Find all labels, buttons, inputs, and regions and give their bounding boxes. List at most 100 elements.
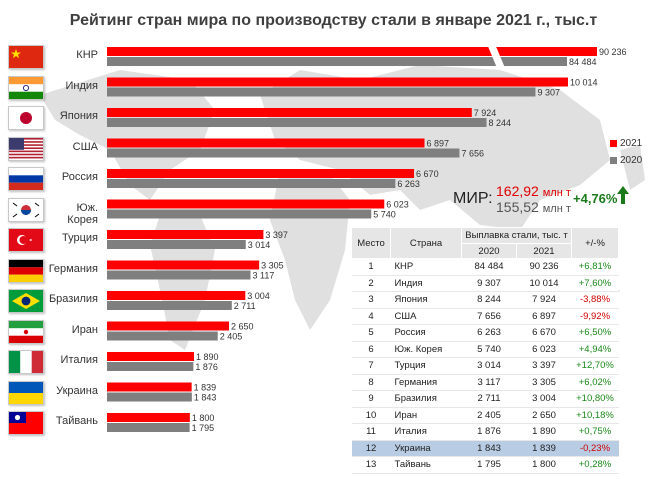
cell-country: США [390,308,462,325]
data-label-2020-1: 9 307 [537,88,560,98]
cell-y2021: 3 397 [516,357,572,375]
legend-label: 2020 [620,155,643,166]
table-row: 11 Италия 1 876 1 890 +0,75% [351,423,619,441]
bar-2020-0 [107,57,567,66]
data-label-2020-3: 7 656 [461,149,484,159]
category-label: Германия [48,262,98,275]
table-row: 12 Украина 1 843 1 839 -0,23% [351,440,619,457]
category-label: Бразилия [48,293,98,305]
cell-y2021: 2 650 [516,407,572,424]
bar-2020-8 [107,301,232,310]
table-row: 3 Япония 8 244 7 924 -3,88% [351,291,619,309]
data-label-2020-7: 3 117 [252,271,274,281]
table-body: 1 КНР 84 484 90 236 +6,81% 2 Индия 9 307 10 014 +… [351,258,619,474]
table-row: 9 Бразилия 2 711 3 004 +10,80% [351,390,619,408]
table-row: 1 КНР 84 484 90 236 +6,81% [351,258,619,276]
cell-pct: +6,02% [571,374,619,391]
cell-country: Индия [390,275,462,292]
cell-country: Иран [390,407,462,424]
bar-2021-5 [107,199,385,209]
table-row: 2 Индия 9 307 10 014 +7,60% [351,275,619,292]
cell-pct: +10,18% [571,407,619,424]
header-pct: +/-% [571,227,619,259]
cell-place: 2 [351,275,391,292]
world-unit: млн т [542,187,571,199]
cell-country: Германия [390,374,462,391]
cell-pct: +6,50% [571,324,619,342]
category-label: Япония [59,110,98,122]
legend-item-2020: 2020 [610,155,642,166]
cell-y2020: 1 795 [461,456,517,474]
bar-2021-9 [107,321,229,331]
data-label-2020-12: 1 795 [192,423,215,433]
cell-country: Италия [390,423,462,441]
steel-table: Место Страна Выплавка стали, тыс. т +/-%… [351,227,619,474]
table-row: 10 Иран 2 405 2 650 +10,18% [351,407,619,424]
table-row: 8 Германия 3 117 3 305 +6,02% [351,374,619,391]
legend-label: 2021 [620,138,643,149]
data-label-2021-0: 90 236 [599,47,627,57]
bar-2020-6 [107,240,246,249]
world-2020-value: 155,52 млн т [496,199,571,215]
cell-place: 6 [351,341,391,358]
germany-flag-icon [8,258,44,283]
bar-2021-0 [107,47,597,56]
taiwan-flag-icon [8,411,44,435]
cell-y2021: 6 023 [516,341,572,358]
cell-y2020: 7 656 [461,308,517,325]
cell-pct: +0,28% [571,456,619,474]
bar-2020-10 [107,362,194,371]
cell-place: 5 [351,324,391,342]
world-2021-value: 162,92 млн т [496,183,571,199]
data-label-2021-11: 1 839 [194,383,217,393]
cell-country: Украина [390,440,462,457]
cell-y2020: 3 014 [461,357,517,375]
category-label: Турция [62,232,98,244]
table-row: 6 Юж. Корея 5 740 6 023 +4,94% [351,341,619,358]
header-country: Страна [390,227,462,259]
cell-place: 11 [351,423,391,441]
cell-country: Юж. Корея [390,341,462,358]
data-label-2021-4: 6 670 [416,169,439,179]
bar-2020-4 [107,179,396,188]
category-label: Юж. Корея [67,201,98,226]
header-group: Выплавка стали, тыс. т [461,227,572,244]
bar-2021-10 [107,352,195,361]
cell-place: 13 [351,456,391,474]
data-label-2020-9: 2 405 [220,332,243,342]
cell-country: Япония [390,291,462,309]
bar-2020-2 [107,118,487,127]
cell-country: Бразилия [390,390,462,408]
bar-2021-6 [107,230,264,239]
header-2020: 2020 [461,243,517,259]
category-label: США [72,140,98,153]
up-arrow-icon [617,186,629,204]
world-change: +4,76% [573,191,618,206]
cell-y2021: 3 004 [516,390,572,408]
ukraine-flag-icon [8,380,44,405]
legend-swatch [610,156,617,164]
cell-y2021: 6 897 [516,308,572,325]
iran-flag-icon [8,319,44,344]
data-label-2020-8: 2 711 [234,301,256,311]
category-label: Индия [65,79,98,92]
chart-title: Рейтинг стран мира по производству стали… [69,12,598,29]
cell-pct: +12,70% [571,357,619,375]
cell-pct: +0,75% [571,423,619,441]
cell-y2021: 1 839 [516,440,572,457]
brazil-flag-icon [8,289,44,313]
world-2020-number: 155,52 [496,199,539,215]
category-label: Иран [71,323,98,336]
world-label: МИР: [453,190,493,207]
bar-2021-12 [107,413,190,422]
italy-flag-icon [8,350,44,374]
world-unit: млн т [542,203,571,215]
data-label-2021-8: 3 004 [247,291,270,301]
bar-2021-11 [107,382,192,392]
cell-y2020: 1 843 [461,440,517,457]
data-label-2020-6: 3 014 [248,240,271,250]
bar-2020-12 [107,423,190,432]
cell-country: Турция [390,357,462,375]
